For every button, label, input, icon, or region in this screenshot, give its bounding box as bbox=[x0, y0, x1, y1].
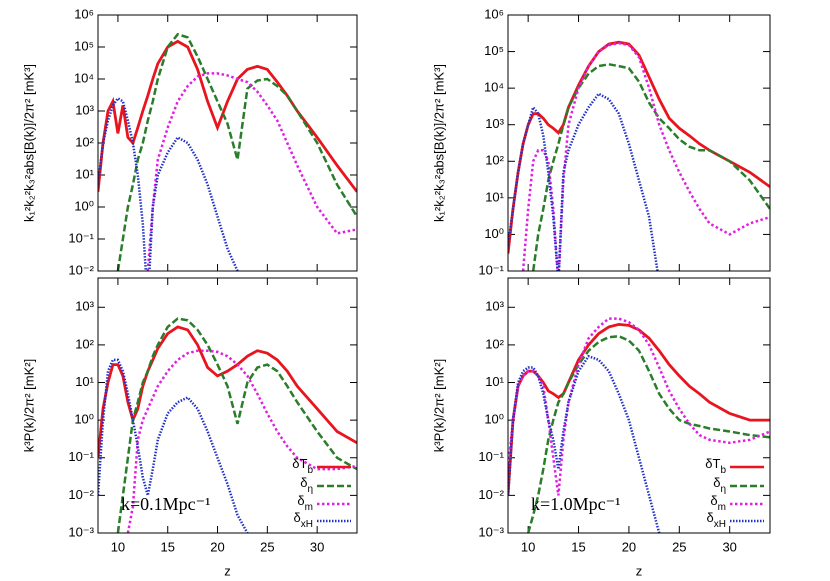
y-tick-label: 10⁻¹ bbox=[478, 449, 504, 464]
series-line bbox=[98, 325, 357, 458]
y-tick-label: 10⁶ bbox=[484, 6, 504, 21]
series-line bbox=[508, 317, 770, 496]
y-tick-label: 10¹ bbox=[75, 166, 94, 181]
legend-label: δη bbox=[300, 475, 313, 494]
y-tick-label: 10² bbox=[75, 336, 94, 351]
legend-label: δxH bbox=[294, 510, 313, 529]
x-tick-label: 30 bbox=[722, 539, 736, 554]
y-tick-label: 10² bbox=[485, 336, 504, 351]
series-line bbox=[98, 39, 357, 193]
y-tick-label: 10² bbox=[485, 153, 504, 168]
y-tick-label: 10³ bbox=[75, 102, 94, 117]
plot-frame bbox=[507, 14, 771, 272]
series-line bbox=[98, 96, 239, 271]
y-tick-label: 10⁻³ bbox=[478, 524, 504, 539]
y-tick-label: 10⁻¹ bbox=[68, 230, 94, 245]
y-tick-label: 10⁻² bbox=[68, 262, 94, 277]
annotation: k=1.0Mpc⁻¹ bbox=[531, 494, 621, 514]
series-line bbox=[508, 354, 661, 533]
y-axis-label: k₁²k₂²k₃²abs[B(k)]/2π² [mK³] bbox=[431, 64, 446, 222]
y-tick-label: 10⁻² bbox=[68, 487, 94, 502]
y-tick-label: 10³ bbox=[485, 299, 504, 314]
x-tick-label: 30 bbox=[310, 539, 324, 554]
plot-area bbox=[508, 40, 770, 271]
y-tick-label: 10⁰ bbox=[484, 412, 504, 427]
y-tick-label: 10² bbox=[75, 134, 94, 149]
series-line bbox=[531, 63, 770, 271]
x-tick-label: 15 bbox=[160, 539, 174, 554]
x-tick-label: 25 bbox=[260, 539, 274, 554]
plot-frame bbox=[97, 277, 358, 534]
plot-area bbox=[98, 317, 357, 533]
series-line bbox=[508, 40, 770, 254]
legend-label: δm bbox=[297, 493, 313, 512]
series-line bbox=[508, 92, 659, 271]
y-tick-label: 10⁴ bbox=[484, 80, 504, 95]
y-tick-label: 10³ bbox=[485, 116, 504, 131]
y-tick-label: 10¹ bbox=[75, 374, 94, 389]
y-tick-label: 10⁻² bbox=[478, 487, 504, 502]
legend-label: δTb bbox=[292, 456, 313, 475]
annotation: k=0.1Mpc⁻¹ bbox=[121, 494, 211, 514]
series-line bbox=[98, 358, 249, 533]
plot-area bbox=[508, 317, 770, 533]
series-line bbox=[116, 32, 357, 271]
y-axis-label: k³P(k)/2π² [mK²] bbox=[21, 359, 36, 452]
y-tick-label: 10³ bbox=[75, 299, 94, 314]
plot-frame bbox=[97, 14, 358, 272]
y-tick-label: 10⁵ bbox=[484, 43, 504, 58]
y-tick-label: 10¹ bbox=[485, 189, 504, 204]
plot-area bbox=[98, 32, 357, 271]
y-tick-label: 10⁵ bbox=[74, 38, 94, 53]
legend-label: δTb bbox=[705, 456, 726, 475]
y-tick-label: 10⁻¹ bbox=[68, 449, 94, 464]
x-tick-label: 15 bbox=[571, 539, 585, 554]
legend-label: δm bbox=[710, 493, 726, 512]
x-tick-label: 10 bbox=[111, 539, 125, 554]
x-tick-label: 20 bbox=[622, 539, 636, 554]
y-tick-label: 10⁰ bbox=[484, 226, 504, 241]
x-tick-label: 25 bbox=[672, 539, 686, 554]
y-axis-label: k³P(k)/2π² [mK²] bbox=[431, 359, 446, 452]
x-axis-label: z bbox=[636, 563, 643, 578]
y-tick-label: 10⁻³ bbox=[68, 524, 94, 539]
x-tick-label: 20 bbox=[210, 539, 224, 554]
x-tick-label: 10 bbox=[521, 539, 535, 554]
y-tick-label: 10¹ bbox=[485, 374, 504, 389]
y-tick-label: 10⁴ bbox=[74, 70, 94, 85]
series-line bbox=[526, 334, 770, 533]
legend-label: δxH bbox=[707, 510, 726, 529]
y-tick-label: 10⁰ bbox=[74, 412, 94, 427]
y-tick-label: 10⁰ bbox=[74, 198, 94, 213]
legend-label: δη bbox=[713, 475, 726, 494]
y-tick-label: 10⁶ bbox=[74, 6, 94, 21]
series-line bbox=[126, 349, 357, 533]
plot-frame bbox=[507, 277, 771, 534]
y-axis-label: k₁²k₂²k₃²abs[B(k)]/2π² [mK³] bbox=[21, 64, 36, 222]
series-line bbox=[116, 317, 357, 533]
x-axis-label: z bbox=[224, 563, 231, 578]
series-line bbox=[146, 72, 357, 271]
y-tick-label: 10⁻¹ bbox=[478, 262, 504, 277]
